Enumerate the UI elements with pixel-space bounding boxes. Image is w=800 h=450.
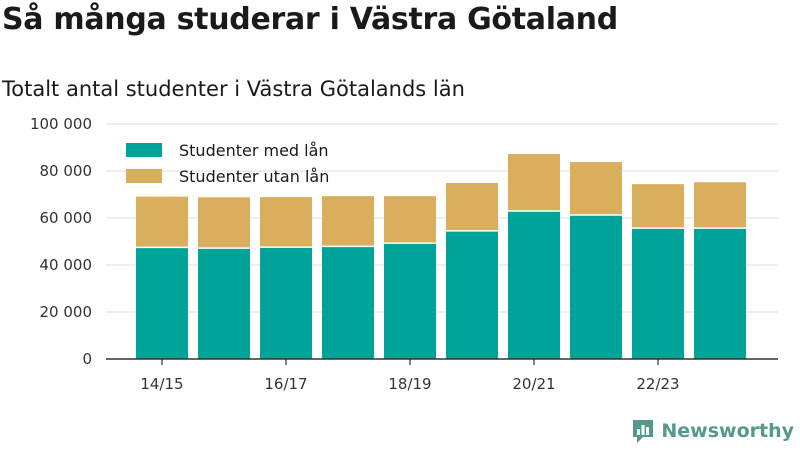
bar-utan-lan-14-15: [136, 196, 188, 248]
bar-med-lan-16-17: [260, 247, 312, 359]
bar-med-lan-23-24: [694, 228, 746, 359]
bar-utan-lan-22-23: [632, 184, 684, 229]
x-tick-label: 16/17: [264, 375, 307, 393]
legend-swatch: [126, 169, 162, 183]
x-tick-label: 20/21: [512, 375, 555, 393]
bar-med-lan-21-22: [570, 214, 622, 359]
y-tick-label: 40 000: [40, 256, 93, 274]
bars: [136, 154, 746, 359]
axes: 0 20 000 40 000 60 000 80 000 100 000 14/15 16/…: [30, 115, 778, 393]
legend-label: Studenter utan lån: [179, 167, 329, 186]
bar-utan-lan-20-21: [508, 154, 560, 211]
chart-subtitle: Totalt antal studenter i Västra Götaland…: [2, 77, 465, 101]
legend-swatch: [126, 143, 162, 157]
bar-utan-lan-19-20: [446, 182, 498, 231]
bar-med-lan-17-18: [322, 246, 374, 359]
bar-utan-lan-23-24: [694, 182, 746, 229]
bar-med-lan-14-15: [136, 247, 188, 359]
y-tick-label: 0: [82, 350, 92, 368]
y-tick-label: 60 000: [40, 209, 93, 227]
bar-med-lan-22-23: [632, 228, 684, 359]
x-tick-label: 14/15: [140, 375, 183, 393]
bar-utan-lan-21-22: [570, 162, 622, 215]
bar-med-lan-18-19: [384, 243, 436, 359]
x-tick-label: 22/23: [636, 375, 679, 393]
y-tick-label: 20 000: [40, 303, 93, 321]
bar-med-lan-20-21: [508, 210, 560, 359]
y-tick-label: 100 000: [30, 115, 92, 133]
brand: Newsworthy: [631, 418, 794, 444]
bar-utan-lan-18-19: [384, 196, 436, 244]
legend-label: Studenter med lån: [179, 141, 329, 160]
x-tick-label: 18/19: [388, 375, 431, 393]
newsworthy-logo-icon: [633, 420, 654, 443]
brand-name: Newsworthy: [661, 420, 794, 442]
bar-utan-lan-17-18: [322, 196, 374, 247]
bar-utan-lan-16-17: [260, 197, 312, 248]
legend: Studenter med lån Studenter utan lån: [126, 141, 329, 186]
bar-utan-lan-15-16: [198, 197, 250, 249]
bar-med-lan-19-20: [446, 230, 498, 359]
y-tick-label: 80 000: [40, 162, 93, 180]
chart-title: Så många studerar i Västra Götaland: [2, 2, 618, 37]
bar-med-lan-15-16: [198, 248, 250, 359]
